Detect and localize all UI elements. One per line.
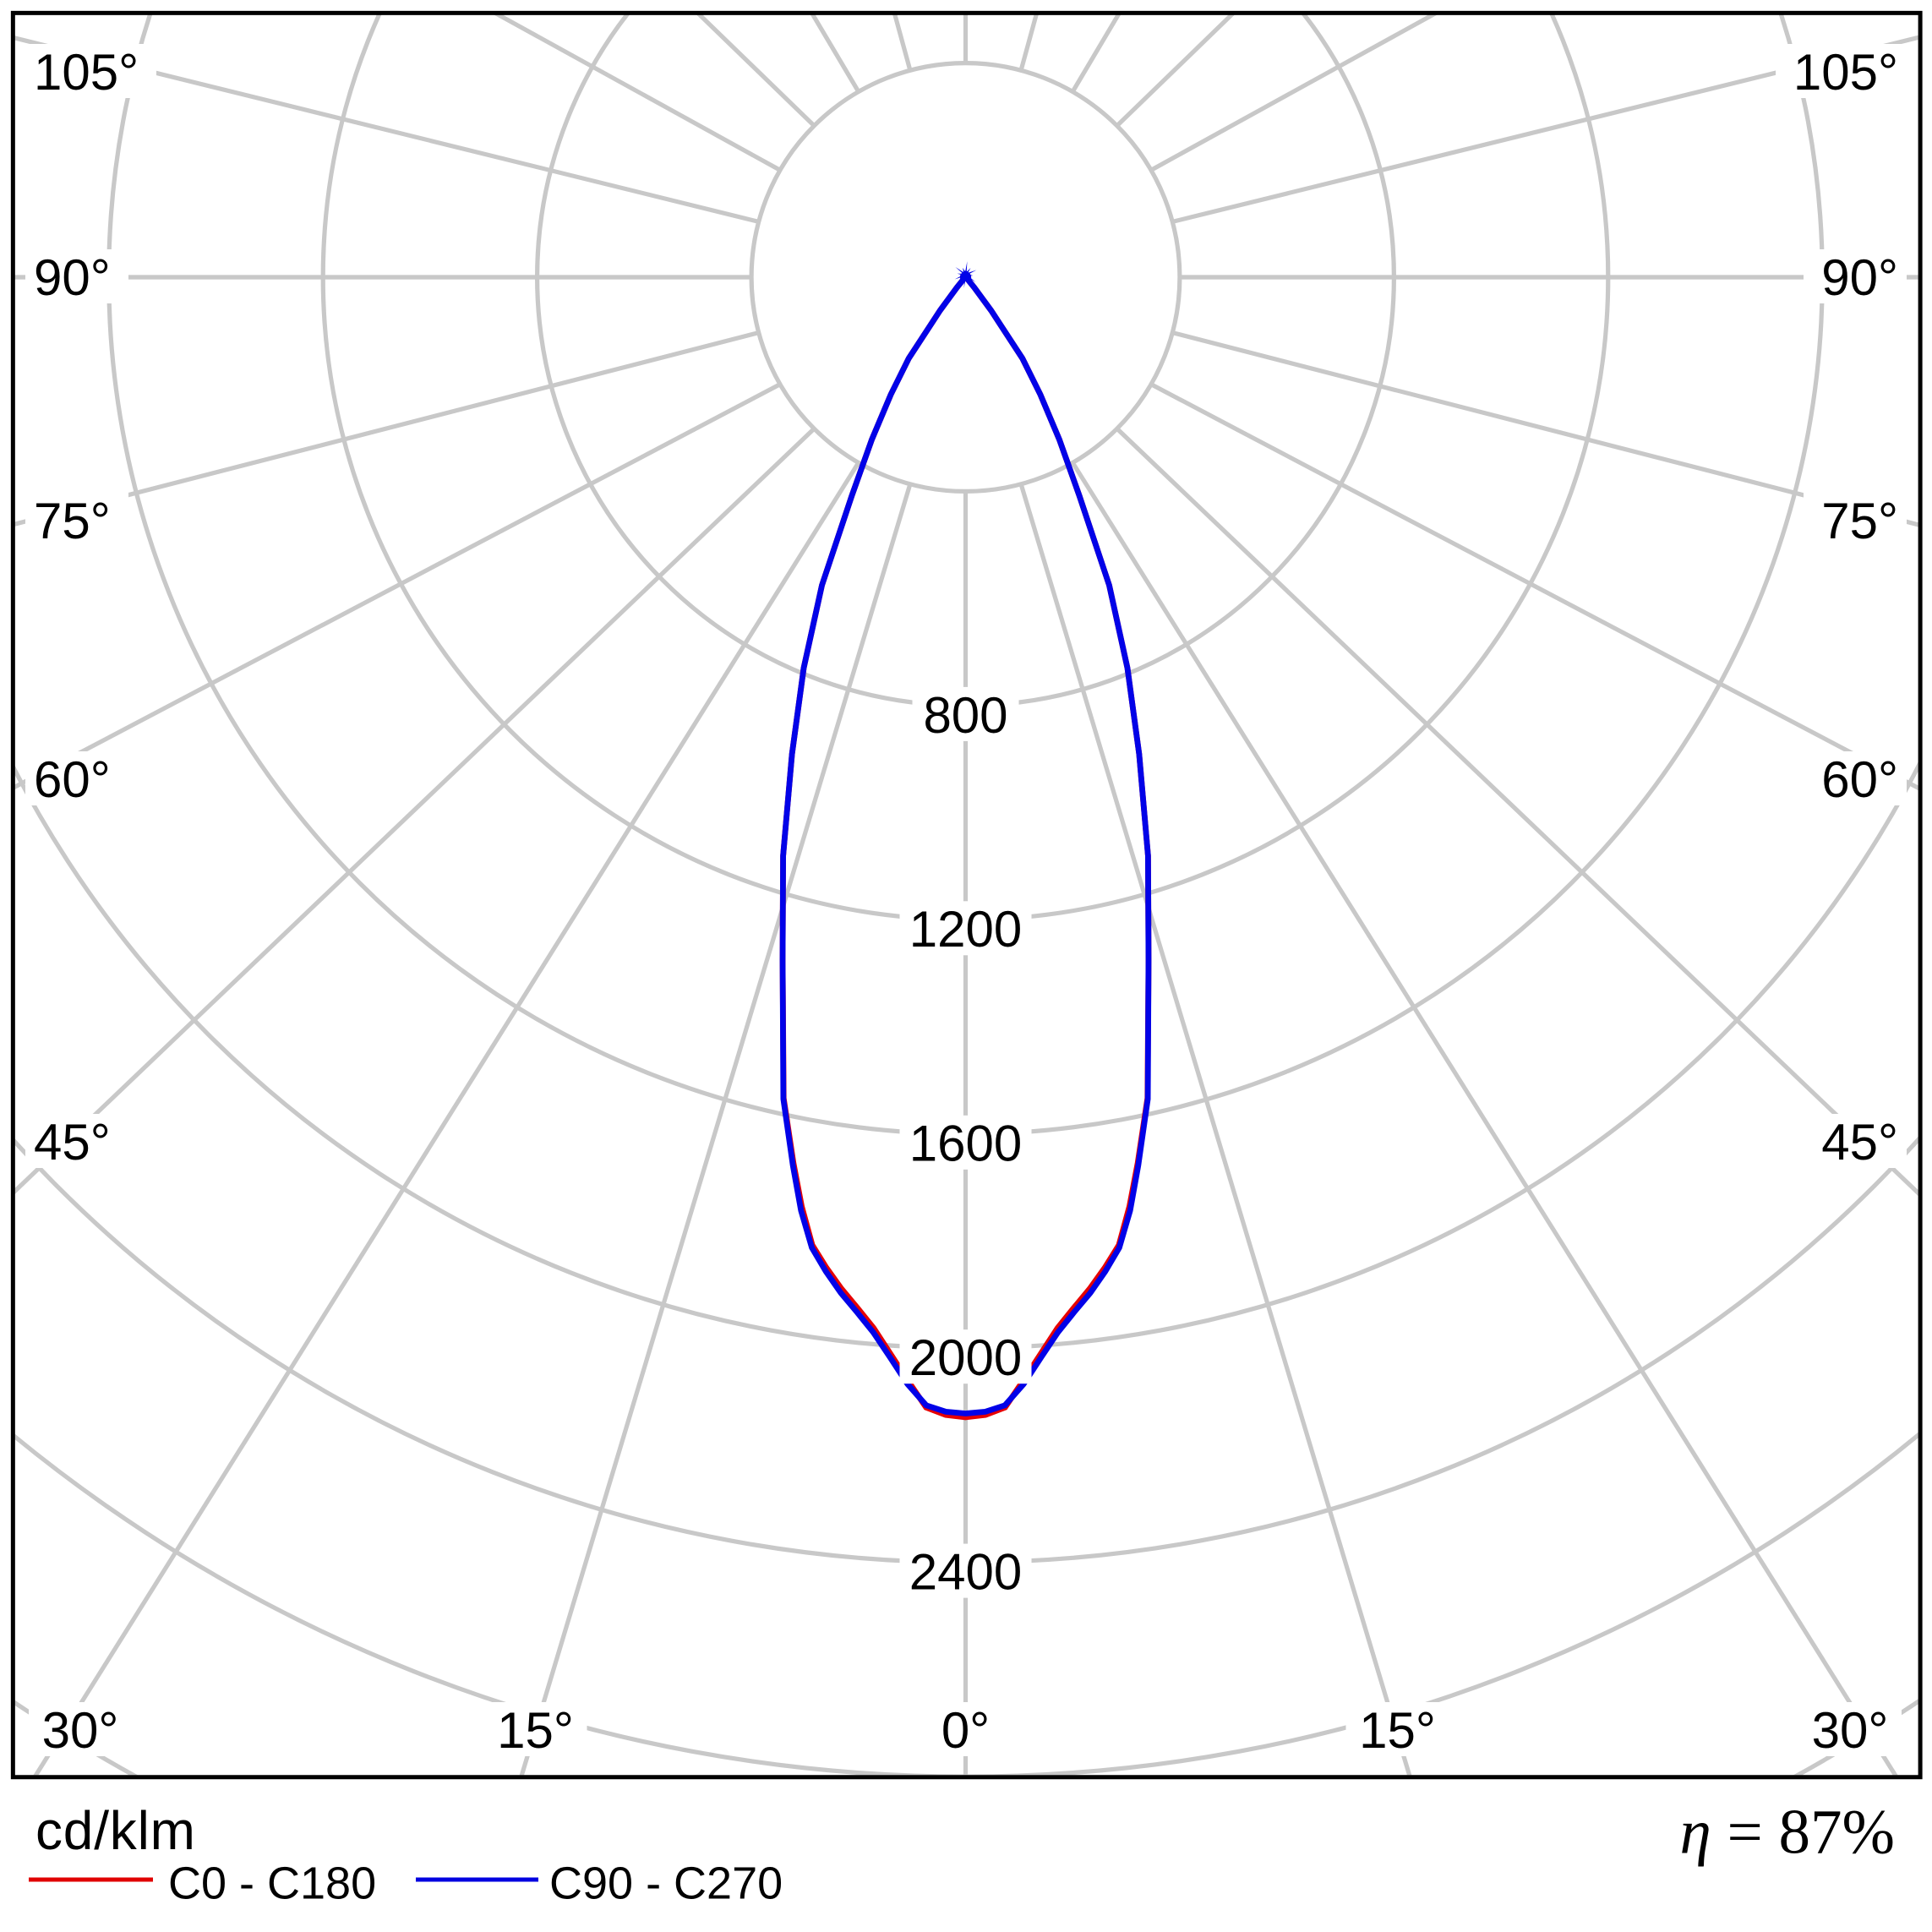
svg-text:30°: 30° xyxy=(42,1702,119,1759)
svg-text:90°: 90° xyxy=(34,249,111,306)
svg-text:105°: 105° xyxy=(34,44,139,101)
svg-text:1200: 1200 xyxy=(909,901,1022,958)
svg-text:15°: 15° xyxy=(497,1702,574,1759)
svg-text:15°: 15° xyxy=(1359,1702,1436,1759)
svg-text:1600: 1600 xyxy=(909,1116,1022,1172)
svg-text:75°: 75° xyxy=(34,493,111,549)
svg-text:C0 - C180: C0 - C180 xyxy=(168,1858,376,1909)
svg-text:30°: 30° xyxy=(1812,1702,1889,1759)
svg-text:0°: 0° xyxy=(941,1702,990,1759)
svg-text:η = 87%: η = 87% xyxy=(1680,1798,1896,1868)
svg-text:C90 - C270: C90 - C270 xyxy=(549,1858,783,1909)
svg-text:60°: 60° xyxy=(1821,751,1898,808)
svg-text:800: 800 xyxy=(923,687,1007,744)
svg-text:cd/klm: cd/klm xyxy=(35,1800,196,1861)
svg-text:2400: 2400 xyxy=(909,1544,1022,1601)
svg-text:105°: 105° xyxy=(1793,44,1898,101)
svg-text:45°: 45° xyxy=(34,1114,111,1171)
svg-text:45°: 45° xyxy=(1821,1114,1898,1171)
svg-text:60°: 60° xyxy=(34,751,111,808)
svg-text:2000: 2000 xyxy=(909,1329,1022,1386)
svg-text:90°: 90° xyxy=(1821,249,1898,306)
svg-text:75°: 75° xyxy=(1821,493,1898,549)
